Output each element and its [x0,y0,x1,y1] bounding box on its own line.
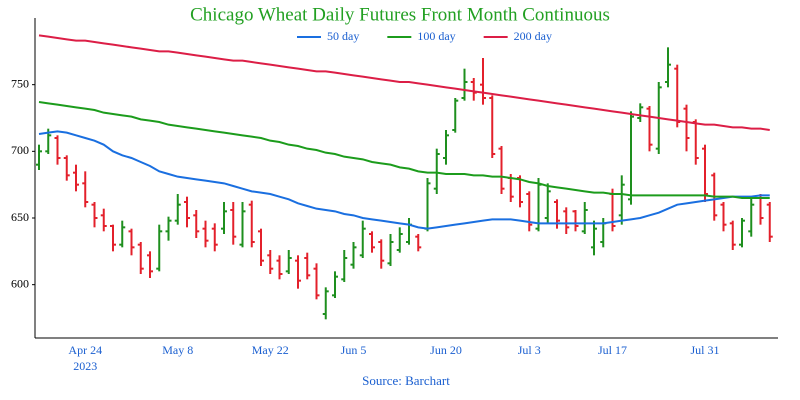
legend-label: 100 day [417,29,455,43]
x-tick-label: May 22 [252,343,289,357]
y-tick-label: 750 [11,76,29,90]
ma-line [38,101,770,199]
x-tick-label: Jul 3 [518,343,541,357]
legend-label: 50 day [327,29,359,43]
y-tick-label: 700 [11,143,29,157]
y-tick-label: 600 [11,276,29,290]
x-tick-label: Jun 5 [341,343,367,357]
x-tick-label: Jun 20 [430,343,462,357]
x-year-label: 2023 [73,359,97,373]
x-tick-label: Jul 31 [690,343,719,357]
source-note: Source: Barchart [362,373,450,388]
ma-line [38,130,770,230]
x-tick-label: Jul 17 [598,343,627,357]
y-tick-label: 650 [11,210,29,224]
x-tick-label: Apr 24 [68,343,102,357]
ma-line [38,34,770,131]
legend-label: 200 day [514,29,552,43]
chart-title: Chicago Wheat Daily Futures Front Month … [190,4,610,25]
x-tick-label: May 8 [162,343,193,357]
